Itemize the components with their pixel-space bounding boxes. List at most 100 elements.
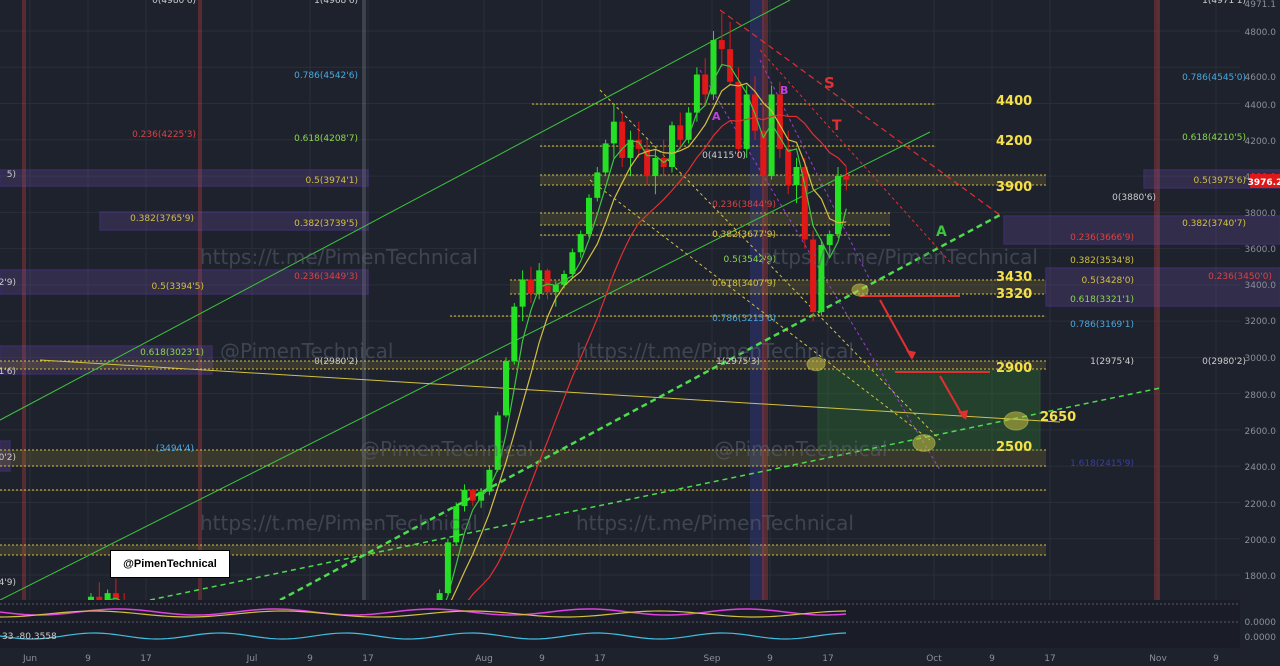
level-zone [0,545,1046,555]
candle-body [96,596,103,603]
fib-label: 1(4971'1) [1202,0,1246,6]
x-axis-label: 9 [85,654,91,664]
candle-body [561,273,568,285]
fib-label: 0.5(3394'5) [152,282,204,292]
level-label: 3430 [996,270,1032,285]
indicator-axis-label: 0.0000 [1245,618,1277,628]
trend-line [39,359,1061,423]
y-axis-label: 2200.0 [1245,500,1277,510]
fib-box [0,440,11,472]
candle-body [552,284,559,293]
fib-label: 0.382(3740'7) [1182,219,1246,229]
y-axis-label: 2400.0 [1245,463,1277,473]
fib-label: 0.5(3542'9) [724,255,776,265]
oscillator-line [0,632,847,640]
oscillator-line [0,608,847,616]
candle-body [793,167,800,186]
candle-body [594,172,601,198]
x-axis-label: 17 [362,654,373,664]
y-axis-label: 1800.0 [1245,572,1277,582]
highlight-column [198,0,202,600]
candle-body [810,239,817,313]
fib-label: 2'9) [0,278,16,288]
candle-body [669,125,675,167]
arrow-path [879,299,913,359]
candle-body [453,506,460,543]
fib-label: 0.236(3844'9) [712,200,776,210]
trend-line [589,179,931,441]
fib-label: 4'9) [0,578,16,588]
fib-label: 1.618(2415'9) [1070,459,1134,469]
x-axis-label: 17 [1044,654,1055,664]
fib-label: 0.786(3215'6) [712,314,776,324]
target-circle [1003,411,1029,431]
level-zone [0,490,1046,491]
channel-line [0,131,931,601]
fib-label: 1(4968'6) [314,0,358,6]
fib-label: 0(4980'6) [152,0,196,6]
x-axis-label: 17 [594,654,605,664]
highlight-column [1154,0,1160,600]
watermark: @PimenTechnical [360,437,533,461]
watermark: @PimenTechnical [714,437,887,461]
fib-box [0,169,369,187]
candle-body [644,148,651,177]
target-circle [912,434,936,452]
highlight-column [362,0,366,600]
candle-body [536,270,543,294]
wave-label: A [712,110,721,123]
x-axis-label: Sep [704,654,721,664]
wave-label: T [832,118,842,134]
arrow-head [958,410,968,420]
fib-label: 0.618(4208'7) [294,134,358,144]
x-axis-label: 9 [539,654,545,664]
trend-line [279,213,1001,602]
candle-body [677,125,684,140]
candle-body [826,234,833,245]
fib-label: 0.786(4542'6) [294,71,358,81]
y-axis-label: 4200.0 [1245,137,1277,147]
candle-body [461,489,468,507]
indicator-value: 33 -80.3558 [2,632,57,642]
fib-label: (3494'4) [156,444,194,454]
fib-box [99,211,369,231]
candle-body [569,252,576,274]
y-axis-label: 4400.0 [1245,101,1277,111]
highlight-column [762,0,768,600]
fib-box [1045,267,1280,307]
fib-label: 0.618(3023'1) [140,348,204,358]
x-axis-label: 17 [140,654,151,664]
candle-body [652,157,659,177]
fib-label: 0'2) [0,453,16,463]
x-axis-label: Jun [22,654,37,664]
level-label: 2500 [996,440,1032,455]
price-marker [1250,174,1280,188]
fib-box [0,269,369,295]
watermark: @PimenTechnical [220,339,393,363]
fib-label: 0.786(4545'0) [1182,73,1246,83]
candle-body [494,415,501,470]
fib-label: 1'6) [0,367,16,377]
x-axis-label: 9 [767,654,773,664]
fib-label: 0.382(3677'9) [712,230,776,240]
y-axis-label: 3800.0 [1245,209,1277,219]
fib-label: 0.382(3739'5) [294,219,358,229]
fib-label: 0.786(3169'1) [1070,320,1134,330]
x-axis-label: Aug [475,654,493,664]
fib-label: 0.618(4210'5) [1182,133,1246,143]
level-label: 2650 [1040,410,1076,425]
y-axis-label: 2000.0 [1245,536,1277,546]
candle-body [801,167,808,240]
watermark: https://t.me/PimenTechnical [760,245,1038,269]
fib-label: 0(2980'2) [1202,357,1246,367]
y-axis-label: 4600.0 [1245,73,1277,83]
fib-label: 0.382(3765'9) [130,214,194,224]
fib-label: 0(3880'6) [1112,193,1156,203]
y-axis-label: 2600.0 [1245,427,1277,437]
price-pane [0,0,1240,600]
indicator-axis-label: 0.0000 [1245,633,1277,643]
author-badge: @PimenTechnical [110,550,230,578]
watermark: https://t.me/PimenTechnical [576,511,854,535]
fib-label: 0.382(3534'8) [1070,256,1134,266]
